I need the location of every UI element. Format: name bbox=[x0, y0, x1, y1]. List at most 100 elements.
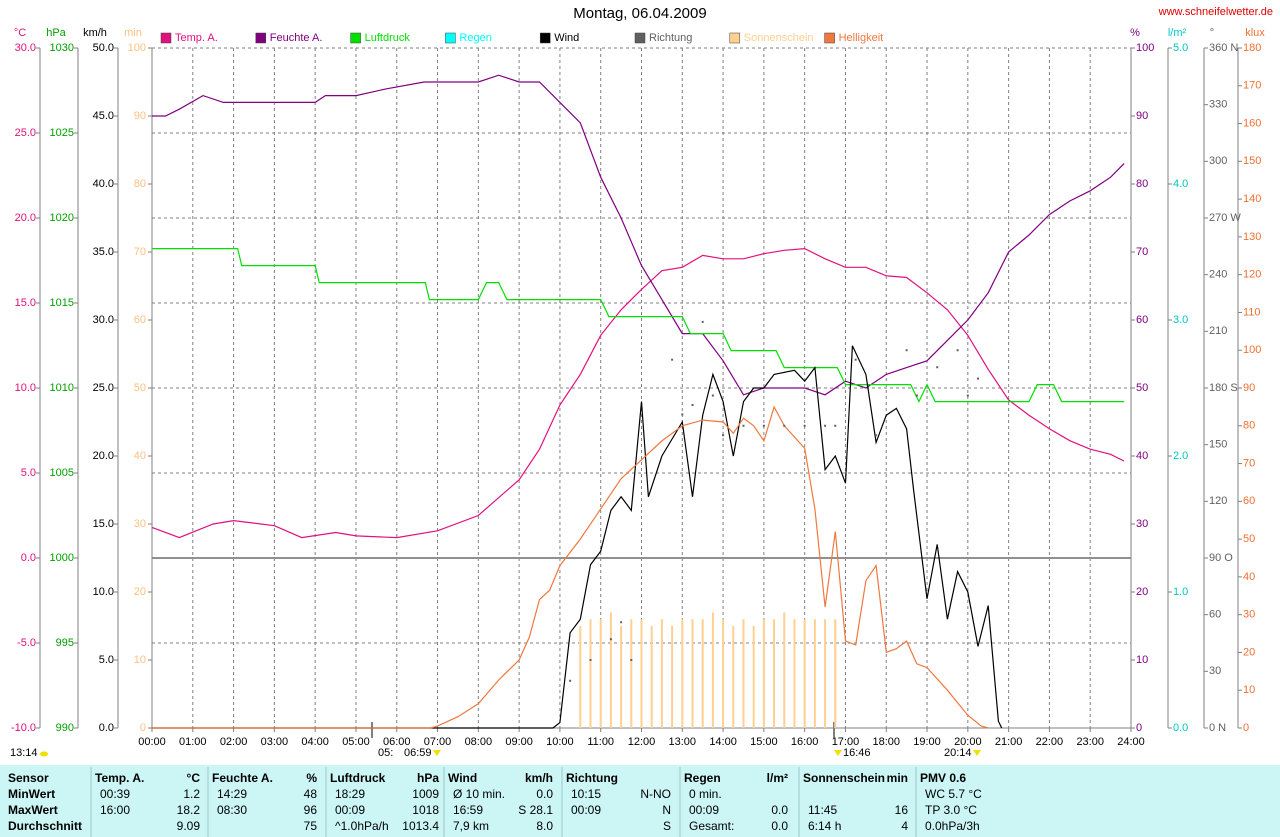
direction-dot bbox=[722, 434, 725, 437]
table-row-label: MinWert bbox=[8, 787, 55, 801]
table-cell: 48 bbox=[304, 787, 318, 801]
direction-dot bbox=[977, 377, 980, 380]
axis-unit: °C bbox=[14, 27, 26, 39]
direction-dot bbox=[711, 394, 714, 397]
y-tick-label: 5.0 bbox=[1173, 42, 1188, 54]
y-tick-label: 120 bbox=[1243, 269, 1261, 281]
y-tick-label: 20 bbox=[1136, 586, 1148, 598]
y-tick-label: 70 bbox=[1243, 457, 1255, 469]
x-tick-label: 24:00 bbox=[1117, 736, 1145, 748]
y-tick-label: 30.0 bbox=[93, 314, 114, 326]
direction-dot bbox=[671, 358, 674, 361]
y-tick-label: 100 bbox=[1243, 344, 1261, 356]
y-tick-label: 1010 bbox=[50, 382, 74, 394]
table-header: min bbox=[887, 771, 908, 785]
legend-label: Wind bbox=[554, 32, 579, 44]
y-tick-label: 1000 bbox=[50, 552, 74, 564]
y-tick-label: 35.0 bbox=[93, 246, 114, 258]
x-tick-label: 10:00 bbox=[546, 736, 574, 748]
direction-dot bbox=[834, 424, 837, 427]
legend-label: Temp. A. bbox=[175, 32, 218, 44]
y-tick-label: 140 bbox=[1243, 193, 1261, 205]
table-cell: 08:30 bbox=[217, 803, 247, 817]
sunshine-bar bbox=[813, 619, 816, 728]
sunshine-bar bbox=[824, 619, 827, 728]
y-tick-label: 30.0 bbox=[15, 42, 36, 54]
direction-dot bbox=[691, 404, 694, 406]
sunshine-bar bbox=[650, 626, 653, 728]
y-tick-label: 180 bbox=[1243, 42, 1261, 54]
table-header: Wind bbox=[448, 771, 477, 785]
chart-title: Montag, 06.04.2009 bbox=[573, 5, 706, 22]
table-cell: WC 5.7 °C bbox=[925, 787, 982, 801]
axis-unit: km/h bbox=[83, 27, 107, 39]
axis-unit: klux bbox=[1245, 27, 1265, 39]
table-cell: S bbox=[663, 819, 671, 833]
y-tick-label: 150 bbox=[1243, 155, 1261, 167]
table-header: Luftdruck bbox=[330, 771, 386, 785]
y-tick-label: 80 bbox=[1136, 178, 1148, 190]
x-tick-label: 05:00 bbox=[342, 736, 370, 748]
x-tick-label: 21:00 bbox=[995, 736, 1023, 748]
table-cell: 0.0 bbox=[771, 819, 788, 833]
y-tick-label: 60 bbox=[1243, 495, 1255, 507]
legend-swatch bbox=[634, 32, 646, 44]
direction-dot bbox=[966, 394, 969, 397]
y-tick-label: 10.0 bbox=[15, 382, 36, 394]
y-tick-label: 4.0 bbox=[1173, 178, 1188, 190]
sunshine-bar bbox=[793, 619, 796, 728]
table-cell: ^1.0hPa/h bbox=[335, 819, 389, 833]
y-tick-label: 995 bbox=[56, 637, 74, 649]
x-tick-label: 18:00 bbox=[872, 736, 900, 748]
y-tick-label: 70 bbox=[134, 246, 146, 258]
sun-marker bbox=[834, 750, 842, 756]
sun-icon bbox=[40, 751, 48, 757]
legend-swatch bbox=[729, 32, 741, 44]
y-tick-label: 90 bbox=[1136, 110, 1148, 122]
legend-swatch bbox=[350, 32, 361, 44]
y-tick-label: 40.0 bbox=[93, 178, 114, 190]
table-cell: 1013.4 bbox=[402, 819, 439, 833]
table-cell: Ø 10 min. bbox=[453, 787, 505, 801]
table-header: Sensor bbox=[8, 771, 49, 785]
sunshine-bar bbox=[732, 626, 735, 728]
annotation: 16:46 bbox=[843, 747, 871, 759]
y-tick-label: 3.0 bbox=[1173, 314, 1188, 326]
x-tick-label: 22:00 bbox=[1036, 736, 1064, 748]
table-cell: 16 bbox=[895, 803, 909, 817]
x-tick-label: 11:00 bbox=[587, 736, 614, 748]
y-tick-label: 25.0 bbox=[93, 382, 114, 394]
table-cell: 4 bbox=[901, 819, 908, 833]
table-cell: 00:09 bbox=[689, 803, 719, 817]
y-tick-label: 0 bbox=[1136, 722, 1142, 734]
sunshine-bar bbox=[579, 626, 582, 728]
y-tick-label: 0 N bbox=[1209, 722, 1226, 734]
x-tick-label: 13:00 bbox=[669, 736, 697, 748]
table-header: hPa bbox=[417, 771, 439, 785]
table-row-label: MaxWert bbox=[8, 803, 58, 817]
y-tick-label: 100 bbox=[128, 42, 146, 54]
y-tick-label: 1.0 bbox=[1173, 586, 1188, 598]
y-tick-label: 45.0 bbox=[93, 110, 114, 122]
axis-unit: % bbox=[1130, 27, 1140, 39]
table-cell: 00:09 bbox=[571, 803, 601, 817]
y-tick-label: 300 bbox=[1209, 155, 1227, 167]
y-tick-label: 40 bbox=[1243, 571, 1255, 583]
y-tick-label: 10 bbox=[1243, 684, 1255, 696]
direction-dot bbox=[803, 424, 806, 427]
y-tick-label: 1025 bbox=[50, 127, 74, 139]
table-cell: 0.0 bbox=[536, 787, 553, 801]
table-header: Regen bbox=[684, 771, 721, 785]
table-cell: 16:59 bbox=[453, 803, 483, 817]
y-tick-label: 80 bbox=[1243, 420, 1255, 432]
direction-dot bbox=[936, 366, 939, 369]
axis-unit: ° bbox=[1210, 27, 1214, 39]
table-cell: 16:00 bbox=[100, 803, 130, 817]
table-header: Sonnenschein bbox=[803, 771, 885, 785]
sunshine-bar bbox=[640, 619, 643, 728]
legend-label: Feuchte A. bbox=[270, 32, 323, 44]
y-tick-label: 60 bbox=[134, 314, 146, 326]
direction-dot bbox=[620, 621, 623, 624]
annotation: 20:14 bbox=[944, 747, 972, 759]
table-cell: 75 bbox=[304, 819, 318, 833]
